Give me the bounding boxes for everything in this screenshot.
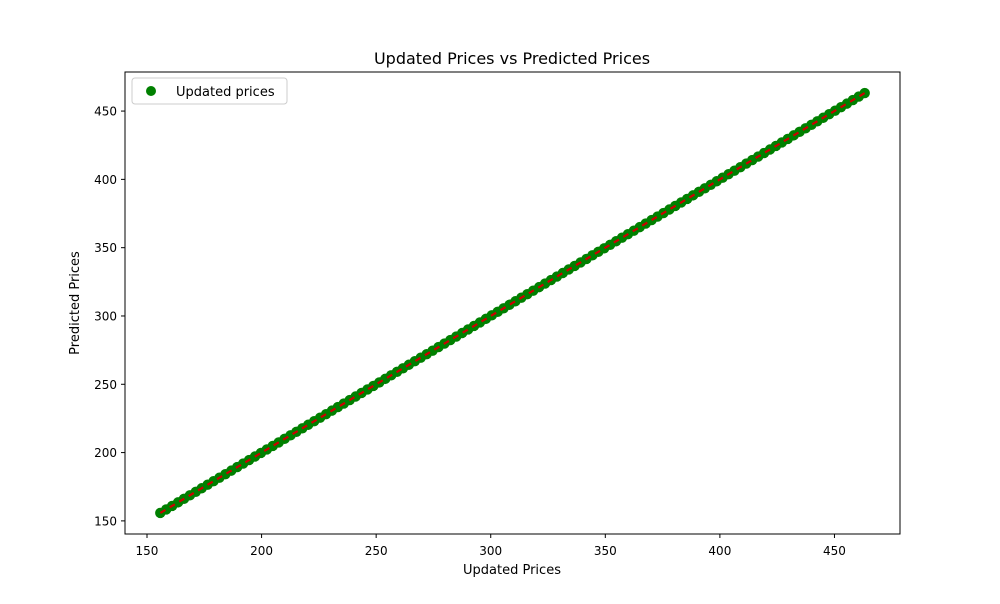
reference-line [159, 92, 866, 514]
y-tick-label: 150 [94, 514, 117, 528]
x-tick-label: 450 [823, 544, 846, 558]
y-tick-label: 450 [94, 105, 117, 119]
legend: Updated prices [131, 77, 288, 105]
y-tick-label: 300 [94, 309, 117, 323]
x-tick-label: 250 [365, 544, 388, 558]
legend-box [131, 77, 288, 105]
y-tick-label: 250 [94, 378, 117, 392]
x-tick-label: 400 [708, 544, 731, 558]
x-axis-ticks: 150 200 250 300 350 400 450 [136, 534, 846, 558]
x-tick-label: 200 [250, 544, 273, 558]
y-tick-label: 350 [94, 241, 117, 255]
x-axis-label: Updated Prices [463, 563, 561, 578]
y-tick-label: 200 [94, 446, 117, 460]
legend-label: Updated prices [176, 85, 275, 100]
x-tick-label: 150 [136, 544, 159, 558]
plot-marks [155, 87, 870, 519]
chart-title: Updated Prices vs Predicted Prices [374, 49, 650, 68]
y-axis-label: Predicted Prices [68, 251, 83, 355]
y-axis-ticks: 150 200 250 300 350 400 450 [94, 105, 125, 528]
x-tick-label: 300 [479, 544, 502, 558]
x-tick-label: 350 [594, 544, 617, 558]
scatter-point [859, 87, 870, 99]
plot-frame [124, 71, 901, 535]
legend-marker [146, 86, 156, 96]
y-tick-label: 400 [94, 173, 117, 187]
